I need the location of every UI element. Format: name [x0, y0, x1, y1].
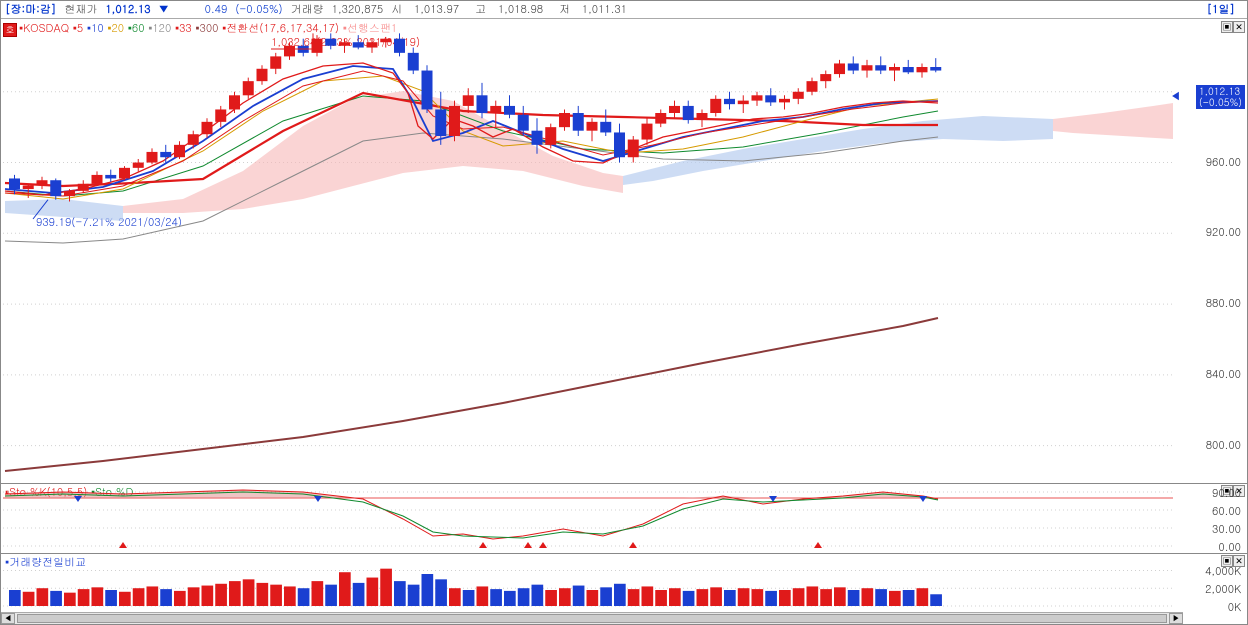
label-low: 저	[559, 2, 570, 17]
stoch-tick-label: 0.00	[1218, 540, 1241, 555]
label-current-price: 현재가	[64, 2, 97, 17]
stoch-svg	[3, 484, 1183, 552]
volume-panel[interactable]: ▣ ✕ ▪거래량전일비교 4,000K2,000K0K	[1, 554, 1247, 610]
stoch-tick-label: 60.00	[1212, 504, 1241, 519]
chart-window: [장:마:감] 현재가 1,012.13 ▼ 0.49 (-0.05%) 거래량…	[0, 0, 1248, 625]
main-chart-svg	[3, 21, 1183, 481]
y-axis-stoch: 90.00 60.00 30.00 0.00	[1183, 484, 1245, 553]
price-callout: 1,012.13 (-0.05%)	[1196, 85, 1245, 109]
volume-value: 1,320,875	[332, 2, 384, 17]
callout-pct: (-0.05%)	[1199, 97, 1242, 108]
y-tick-label: 920.00	[1206, 225, 1241, 240]
stoch-tick-label: 90.00	[1212, 486, 1241, 501]
price-change: 0.49	[205, 2, 228, 17]
price-arrow-icon: ▼	[159, 2, 169, 17]
y-tick-label: 840.00	[1206, 367, 1241, 382]
stoch-tick-label: 30.00	[1212, 522, 1241, 537]
label-volume: 거래량	[291, 2, 324, 17]
y-tick-label: 960.00	[1206, 155, 1241, 170]
scroll-thumb[interactable]	[17, 614, 1167, 623]
high-value: 1,018.98	[498, 2, 543, 17]
label-high: 고	[475, 2, 486, 17]
low-value: 1,011.31	[582, 2, 627, 17]
stochastic-panel[interactable]: ▣ ✕ ▪Sto %K(10,5,5) ▪Sto %D 90.0060.0030…	[1, 484, 1247, 554]
y-tick-label: 800.00	[1206, 438, 1241, 453]
scroll-left-icon[interactable]: ◀	[1, 613, 15, 624]
vol-tick-label: 0K	[1228, 600, 1241, 615]
price-change-pct: (-0.05%)	[235, 2, 282, 17]
main-chart-panel[interactable]: 호 ▣ ✕ ▪KOSDAQ ▪5 ▪10 ▪20 ▪60 ▪120 ▪33 ▪3…	[1, 19, 1247, 484]
market-status: [장:마:감]	[5, 2, 56, 17]
vol-svg	[3, 554, 1183, 608]
open-value: 1,013.97	[414, 2, 459, 17]
vol-tick-label: 4,000K	[1205, 564, 1241, 579]
scroll-right-icon[interactable]: ▶	[1169, 613, 1183, 624]
y-axis-vol: 4,000K2,000K0K	[1183, 554, 1245, 610]
scrollbar-horizontal[interactable]: ◀ ▶	[1, 612, 1183, 624]
label-open: 시	[391, 2, 402, 17]
period-label: [1일]	[1207, 2, 1235, 17]
y-tick-label: 880.00	[1206, 296, 1241, 311]
vol-tick-label: 2,000K	[1205, 582, 1241, 597]
header-bar: [장:마:감] 현재가 1,012.13 ▼ 0.49 (-0.05%) 거래량…	[1, 1, 1247, 19]
current-price: 1,012.13	[105, 2, 150, 17]
callout-arrow-icon: ◀	[1170, 89, 1181, 104]
